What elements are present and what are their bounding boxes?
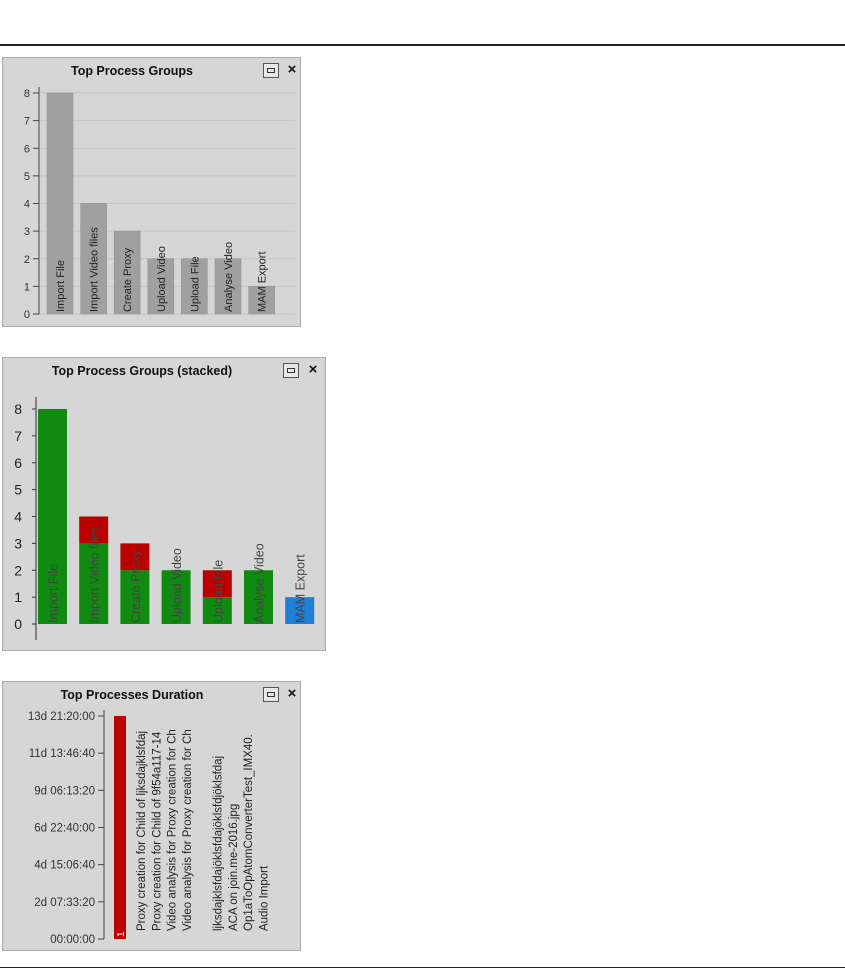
top-divider (0, 44, 845, 46)
bar (46, 92, 74, 315)
panel-title: Top Process Groups (70, 64, 193, 78)
bar-label: Audio Import (258, 865, 270, 931)
y-tick-label: 7 (24, 116, 30, 128)
panel-top-processes-duration: Top Processes Duration × 00:00:00 2d 07:3… (2, 681, 301, 951)
y-tick-label: 3 (24, 226, 30, 238)
chart-top-processes-duration: 00:00:00 2d 07:33:20 4d 15:06:40 6d 22:40:0… (28, 710, 270, 946)
y-tick-label: 6 (24, 143, 30, 155)
y-tick-label: 7 (14, 428, 22, 444)
bar-label: Import File (47, 564, 61, 623)
y-tick-label: 4d 15:06:40 (34, 860, 95, 872)
bar-segment (244, 570, 273, 624)
bar (248, 286, 275, 315)
panel-title: Top Process Groups (stacked) (51, 364, 233, 378)
maximize-icon (267, 68, 275, 73)
y-tick-label: 11d 13:46:40 (29, 748, 95, 760)
y-tick-label: 4 (14, 509, 22, 525)
maximize-icon (287, 368, 295, 373)
y-tick-label: 3 (14, 535, 22, 551)
y-tick-label: 6d 22:40:00 (34, 823, 95, 835)
bar-label: ljksdajklsfdajöklsfdajöklsfdjöklsfdaj (213, 756, 225, 931)
panel-title: Top Processes Duration (60, 688, 204, 702)
y-tick-label: 00:00:00 (50, 934, 95, 946)
bar (114, 716, 126, 939)
close-button[interactable]: × (287, 61, 297, 78)
y-tick-label: 2 (24, 254, 30, 266)
bar (80, 203, 107, 315)
bar-label: Upload Video (170, 548, 184, 623)
bar (147, 258, 175, 315)
bar-segment (79, 543, 109, 624)
y-tick-label: 8 (24, 88, 30, 100)
bar-label: Op1aToOpAtomConverterTest_IMX40. (243, 734, 255, 931)
bar-label: Upload File (211, 560, 225, 623)
bar-segment (202, 570, 232, 598)
bar-value-label: 1 (116, 931, 127, 937)
y-tick-label: 0 (24, 309, 30, 321)
y-tick-label: 1 (14, 589, 22, 605)
y-tick-label: 5 (14, 482, 22, 498)
close-button[interactable]: × (287, 685, 297, 702)
bar (113, 230, 141, 315)
maximize-button[interactable] (263, 687, 279, 702)
y-tick-label: 1 (24, 281, 30, 293)
y-tick-label: 9d 06:13:20 (34, 785, 95, 797)
y-tick-label: 5 (24, 171, 30, 183)
y-tick-label: 2 (14, 562, 22, 578)
bar-label: MAM Export (294, 554, 308, 623)
bar-label: Import Video files (89, 227, 101, 312)
bar-segment (202, 597, 232, 624)
bar-segment (120, 570, 150, 624)
bar-label: MAM Export (257, 251, 269, 312)
y-tick-label: 2d 07:33:20 (34, 897, 95, 909)
chart-top-process-groups-stacked: 0 1 2 3 4 5 6 7 8 Import File Import Video files Cr… (14, 397, 315, 640)
maximize-button[interactable] (283, 363, 299, 378)
bar-segment (161, 570, 191, 624)
bar-segment (120, 543, 150, 571)
bar-label: Upload File (189, 256, 201, 312)
bar-label: Import File (55, 260, 67, 312)
panel-top-process-groups-stacked: Top Process Groups (stacked) × 0 1 2 3 4 5 6 7 8… (2, 357, 326, 651)
bottom-divider (0, 967, 845, 968)
chart-top-process-groups: 0 1 2 3 4 5 6 7 8 Import File Import Video files Cr… (24, 87, 295, 321)
bar-label: Create Proxy (129, 549, 143, 623)
bar-label: Upload Video (156, 246, 168, 312)
y-tick-label: 6 (14, 455, 22, 471)
maximize-icon (267, 692, 275, 697)
bar-label: Proxy creation for Child of 9f54a117-14 (151, 731, 163, 931)
y-tick-label: 13d 21:20:00 (28, 711, 95, 723)
maximize-button[interactable] (263, 63, 279, 78)
bar-label: Video analysis for Proxy creation for Ch (182, 729, 194, 931)
close-button[interactable]: × (308, 361, 318, 378)
bar-label: Video analysis for Proxy creation for Ch (167, 729, 179, 931)
panel-top-process-groups: Top Process Groups × 0 1 2 3 4 5 6 7 8 Import Fil… (2, 57, 301, 327)
bar-label: Analyse Video (253, 543, 267, 623)
bar-segment (79, 516, 109, 544)
bar-segment (285, 597, 315, 624)
bar-label: Create Proxy (122, 247, 134, 312)
bar (214, 258, 242, 315)
bar-label: Analyse Video (223, 242, 235, 312)
bar-label: Import Video files (88, 527, 102, 623)
bar (181, 258, 208, 315)
y-tick-label: 4 (24, 199, 30, 211)
bar-segment (38, 409, 67, 624)
y-tick-label: 8 (14, 401, 22, 417)
bar-label: ACA on join.me-2016.jpg (228, 804, 240, 931)
bar-label: Proxy creation for Child of ljksdajklsfd… (136, 731, 148, 931)
y-tick-label: 0 (14, 616, 22, 632)
